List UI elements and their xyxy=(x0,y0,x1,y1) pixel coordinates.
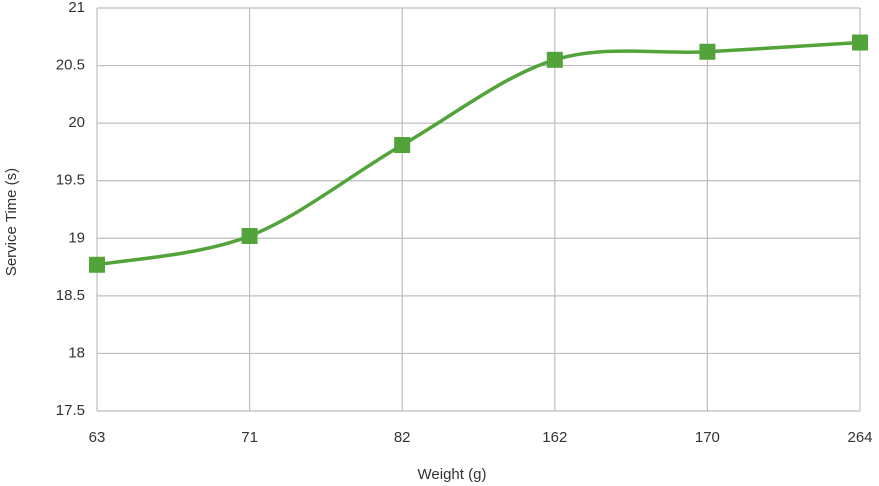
line xyxy=(96,40,861,267)
x-tick-label: 162 xyxy=(542,429,567,446)
marker xyxy=(546,51,563,68)
y-tick-label: 21 xyxy=(68,0,85,16)
marker xyxy=(394,137,411,154)
y-tick-label: 18.5 xyxy=(56,287,85,304)
x-tick-label: 170 xyxy=(695,429,720,446)
y-tick-label: 17.5 xyxy=(56,402,85,419)
y-tick-label: 18 xyxy=(68,344,85,361)
y-tick-label: 19 xyxy=(68,229,85,246)
x-tick-label: 63 xyxy=(89,429,106,446)
marker xyxy=(89,256,105,273)
x-tick-label: 264 xyxy=(847,429,872,446)
x-tick-label: 71 xyxy=(241,429,258,446)
y-axis-label: Service Time (s) xyxy=(3,168,20,276)
y-tick-label: 20 xyxy=(68,114,85,131)
marker xyxy=(699,43,716,60)
marker xyxy=(852,34,868,51)
y-tick-label: 20.5 xyxy=(56,57,85,74)
marker xyxy=(241,227,258,244)
y-tick-label: 19.5 xyxy=(56,172,85,189)
x-tick-label: 82 xyxy=(394,429,411,446)
x-axis-label: Weight (g) xyxy=(418,466,487,483)
